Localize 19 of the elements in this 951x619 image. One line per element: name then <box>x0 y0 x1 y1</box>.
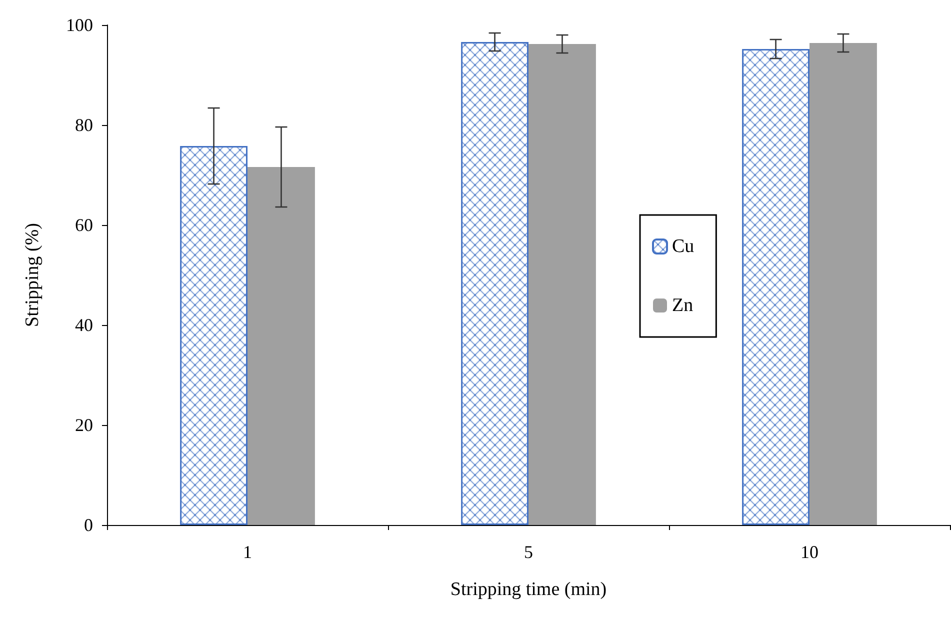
y-tick-label: 60 <box>75 215 93 235</box>
bar <box>810 43 877 525</box>
x-tick-label: 5 <box>524 542 533 562</box>
bar <box>248 167 315 525</box>
x-axis-title: Stripping time (min) <box>450 579 607 600</box>
y-tick-label: 40 <box>75 315 93 335</box>
y-axis-title: Stripping (%) <box>22 223 43 327</box>
y-tick-label: 20 <box>75 415 93 435</box>
y-tick-label: 0 <box>84 515 93 535</box>
bar <box>528 44 596 525</box>
x-tick-label: 1 <box>243 542 252 562</box>
legend-label: Cu <box>672 236 695 257</box>
legend-label: Zn <box>672 295 694 316</box>
bar <box>180 146 248 525</box>
bar <box>742 49 810 525</box>
y-tick-label: 80 <box>75 115 93 135</box>
x-tick-label: 10 <box>800 542 818 562</box>
bar <box>461 42 528 525</box>
y-tick-label: 100 <box>66 15 93 35</box>
